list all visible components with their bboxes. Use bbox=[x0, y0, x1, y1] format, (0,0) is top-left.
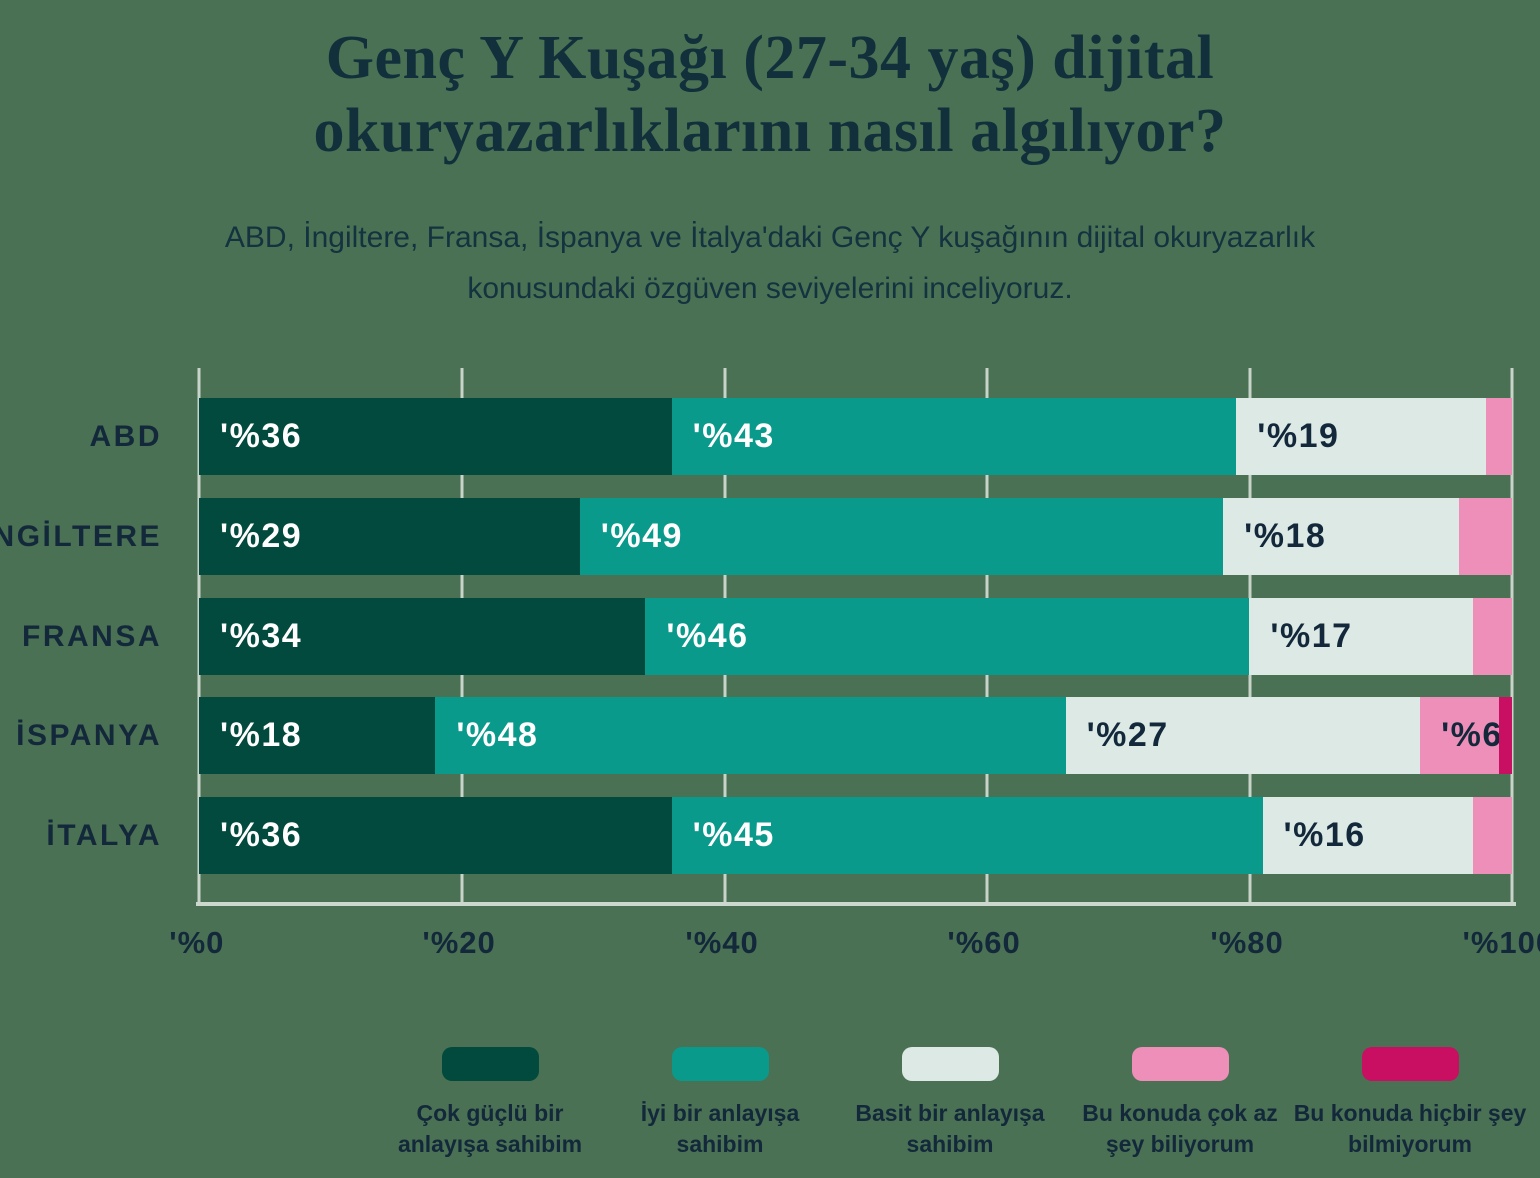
bar-value-label: '%18 bbox=[220, 716, 303, 754]
legend-label: Bu konuda hiçbir şey bilmiyorum bbox=[1293, 1100, 1527, 1158]
bar-segment: '%45 bbox=[671, 797, 1263, 874]
legend-swatch-pink bbox=[1131, 1047, 1229, 1081]
bar-value-label: '%18 bbox=[1244, 517, 1327, 555]
x-axis-line bbox=[196, 902, 1516, 906]
bar-segment: '%18 bbox=[1223, 498, 1460, 575]
x-tick-20: '%20 bbox=[422, 925, 496, 960]
category-label-ingiltere: İNGİLTERE bbox=[0, 519, 162, 553]
legend-item-nothing: Bu konuda hiçbir şey bilmiyorum bbox=[1285, 1047, 1535, 1160]
bar-value-label: '%17 bbox=[1270, 617, 1353, 655]
legend-swatch-magenta bbox=[1361, 1047, 1459, 1081]
bar-segment: '%49 bbox=[579, 498, 1224, 575]
x-tick-40: '%40 bbox=[685, 925, 759, 960]
bar-segment bbox=[1472, 797, 1512, 874]
bar-segment: '%18 bbox=[199, 697, 436, 774]
bar-value-label: '%29 bbox=[220, 517, 303, 555]
gridline-100 bbox=[1510, 368, 1514, 905]
legend-label: Çok güçlü bir anlayışa sahibim bbox=[397, 1100, 583, 1158]
legend-item-good: İyi bir anlayışa sahibim bbox=[595, 1047, 845, 1160]
legend-swatch-teal bbox=[671, 1047, 769, 1081]
bar-segment bbox=[1472, 598, 1512, 675]
category-label-italya: İTALYA bbox=[46, 818, 162, 852]
legend-swatch-light bbox=[901, 1047, 999, 1081]
legend-label: İyi bir anlayışa sahibim bbox=[640, 1100, 800, 1158]
bar-value-label: '%49 bbox=[600, 517, 683, 555]
bar-segment: '%46 bbox=[645, 598, 1250, 675]
legend-item-basic: Basit bir anlayışa sahibim bbox=[825, 1047, 1075, 1160]
bar-segment: '%36 bbox=[199, 797, 672, 874]
x-tick-80: '%80 bbox=[1210, 925, 1284, 960]
legend-item-very-strong: Çok güçlü bir anlayışa sahibim bbox=[365, 1047, 615, 1160]
bar-row-4: '%36 '%45 '%16 bbox=[199, 797, 1512, 874]
bar-row-0: '%36 '%43 '%19 bbox=[199, 398, 1512, 475]
bar-segment bbox=[1459, 498, 1512, 575]
x-tick-60: '%60 bbox=[947, 925, 1021, 960]
bar-value-label: '%36 bbox=[220, 816, 303, 854]
bar-value-label: '%34 bbox=[220, 617, 303, 655]
bar-value-label: '%46 bbox=[666, 617, 749, 655]
bar-segment: '%16 bbox=[1262, 797, 1473, 874]
bar-row-1: '%29 '%49 '%18 bbox=[199, 498, 1512, 575]
bar-segment: '%34 bbox=[199, 598, 646, 675]
x-tick-100: '%100 bbox=[1462, 925, 1540, 960]
bar-row-3: '%18 '%48 '%27 '%6 bbox=[199, 697, 1512, 774]
bar-value-label: '%48 bbox=[456, 716, 539, 754]
bar-segment: '%17 bbox=[1249, 598, 1473, 675]
bar-segment: '%36 bbox=[199, 398, 672, 475]
legend-label: Bu konuda çok az şey biliyorum bbox=[1082, 1100, 1278, 1158]
bar-segment: '%6 bbox=[1420, 697, 1501, 774]
chart-subtitle: ABD, İngiltere, Fransa, İspanya ve İtaly… bbox=[224, 221, 1316, 305]
bar-value-label: '%19 bbox=[1257, 417, 1340, 455]
category-label-ispanya: İSPANYA bbox=[16, 718, 162, 752]
bar-value-label: '%36 bbox=[220, 417, 303, 455]
bar-segment: '%48 bbox=[435, 697, 1066, 774]
category-label-fransa: FRANSA bbox=[22, 619, 162, 653]
bar-value-label: '%27 bbox=[1086, 716, 1169, 754]
legend-label: Basit bir anlayışa sahibim bbox=[855, 1100, 1045, 1158]
bar-segment: '%29 bbox=[199, 498, 580, 575]
bar-value-label: '%43 bbox=[692, 417, 775, 455]
x-tick-0: '%0 bbox=[169, 925, 225, 960]
bar-value-label: '%6 bbox=[1441, 716, 1503, 754]
bar-segment: '%43 bbox=[671, 398, 1237, 475]
chart-title: Genç Y Kuşağı (27-34 yaş) dijital okurya… bbox=[313, 24, 1227, 165]
category-label-abd: ABD bbox=[89, 419, 162, 453]
bar-segment: '%27 bbox=[1065, 697, 1421, 774]
bar-row-2: '%34 '%46 '%17 bbox=[199, 598, 1512, 675]
bar-value-label: '%45 bbox=[692, 816, 775, 854]
bar-segment bbox=[1498, 697, 1512, 774]
bar-segment: '%19 bbox=[1236, 398, 1486, 475]
bar-value-label: '%16 bbox=[1283, 816, 1366, 854]
legend-item-very-little: Bu konuda çok az şey biliyorum bbox=[1055, 1047, 1305, 1160]
bar-segment bbox=[1485, 398, 1512, 475]
legend-swatch-dark-green bbox=[441, 1047, 539, 1081]
